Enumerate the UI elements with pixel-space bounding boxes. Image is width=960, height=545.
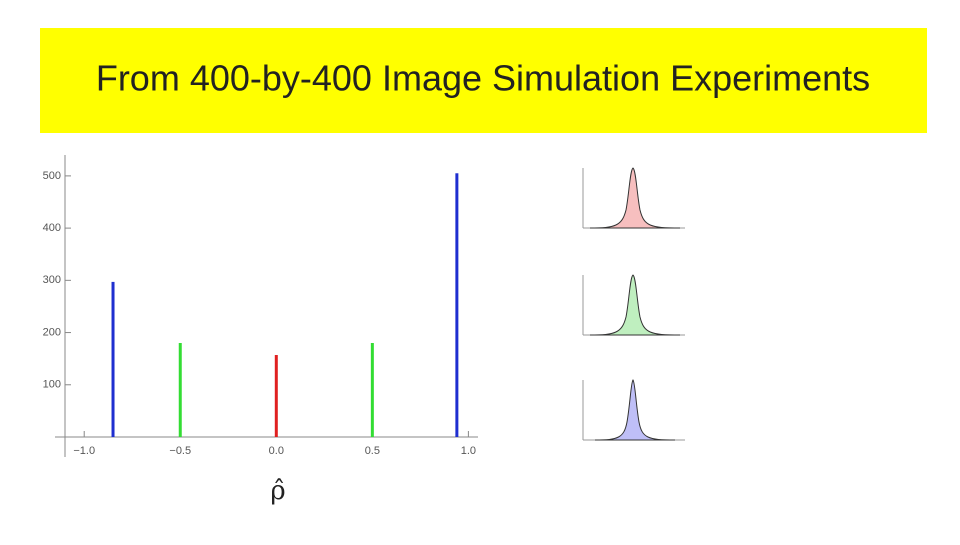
thumbnail-blue bbox=[582, 379, 685, 441]
x-tick-label: −1.0 bbox=[73, 445, 95, 457]
bar bbox=[111, 281, 115, 437]
title-box bbox=[40, 28, 927, 133]
density-curve bbox=[589, 167, 681, 229]
bar bbox=[455, 173, 459, 437]
x-tick-label: 0.0 bbox=[269, 445, 284, 457]
x-axis-label: ρ̂ bbox=[270, 476, 285, 506]
thumbnails bbox=[582, 167, 685, 441]
density-curve bbox=[589, 274, 681, 336]
bar bbox=[370, 343, 374, 437]
thumbnail-red bbox=[582, 167, 685, 229]
bar bbox=[178, 343, 182, 437]
y-tick-label: 300 bbox=[43, 274, 61, 286]
y-tick-label: 200 bbox=[43, 326, 61, 338]
y-tick-label: 100 bbox=[43, 379, 61, 391]
y-tick-label: 500 bbox=[43, 170, 61, 182]
bar bbox=[274, 355, 278, 437]
x-tick-label: 1.0 bbox=[461, 445, 476, 457]
x-tick-label: 0.5 bbox=[365, 445, 380, 457]
y-tick-label: 400 bbox=[43, 222, 61, 234]
thumbnail-green bbox=[582, 274, 685, 336]
density-curve bbox=[594, 379, 676, 441]
x-tick-label: −0.5 bbox=[169, 445, 191, 457]
slide-title: From 400-by-400 Image Simulation Experim… bbox=[96, 58, 870, 99]
